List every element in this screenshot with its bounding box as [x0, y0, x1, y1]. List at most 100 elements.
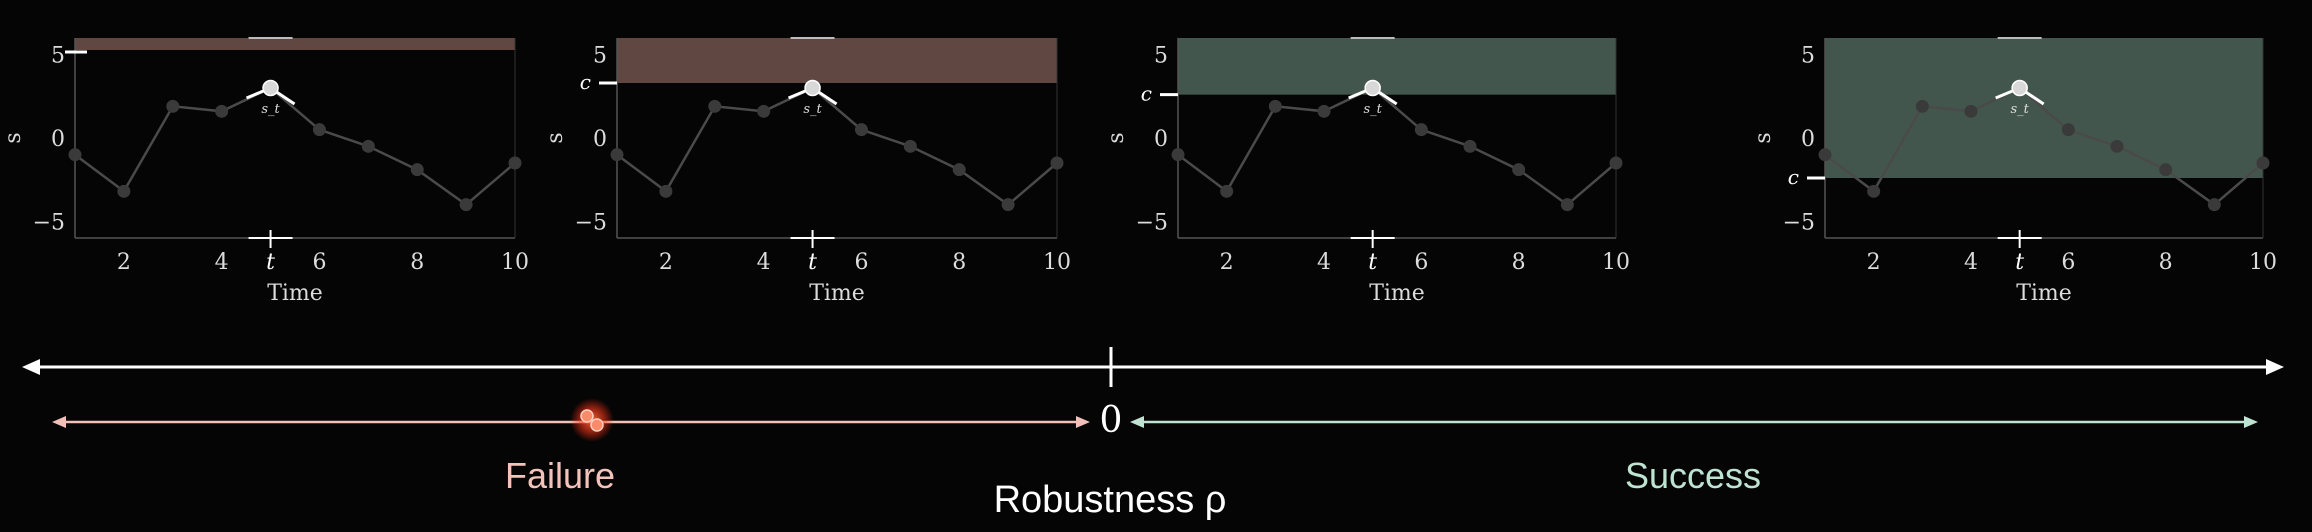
- data-point: [1463, 139, 1477, 153]
- threshold-band: [617, 38, 1057, 83]
- data-point: [508, 156, 522, 170]
- x-axis-label: Time: [809, 281, 865, 306]
- threshold-band: [1178, 38, 1616, 95]
- t-label: t: [1368, 250, 1377, 275]
- highlighted-point: [804, 79, 821, 97]
- point-label: s_t: [2010, 102, 2029, 117]
- data-point: [410, 163, 424, 177]
- data-point: [2256, 156, 2270, 170]
- data-point: [1512, 163, 1526, 177]
- axis-right-arrowhead: [2266, 359, 2284, 375]
- x-tick-label: 6: [1414, 250, 1428, 275]
- failure-label: Failure: [505, 455, 615, 496]
- data-point: [903, 139, 917, 153]
- data-point: [361, 139, 375, 153]
- x-tick-label: 6: [854, 250, 868, 275]
- data-point: [1220, 184, 1234, 198]
- data-point: [952, 163, 966, 177]
- data-point: [1414, 123, 1428, 137]
- data-point: [2061, 123, 2075, 137]
- t-label: t: [808, 250, 817, 275]
- data-point: [2110, 139, 2124, 153]
- y-axis-label: s: [543, 132, 568, 143]
- threshold-label: c: [1788, 165, 1799, 189]
- data-point: [757, 104, 771, 118]
- x-tick-label: 10: [501, 250, 529, 275]
- threshold-label: c: [580, 70, 591, 94]
- y-axis-label: s: [1, 132, 26, 143]
- data-point: [1001, 198, 1015, 212]
- data-point: [659, 184, 673, 198]
- chart-panels: s_t 2 4 6 8 10 t −5 0 5 s Time s_t 2 4 6 8 10 t 5 0 −5 c s Time s…: [1, 37, 2277, 306]
- y-tick-label: 5: [593, 44, 607, 69]
- data-point: [1915, 99, 1929, 113]
- t-label: t: [2015, 250, 2024, 275]
- y-tick-label: −5: [1783, 210, 1815, 235]
- success-label: Success: [1625, 455, 1761, 496]
- x-tick-label: 6: [2061, 250, 2075, 275]
- data-point: [1609, 156, 1623, 170]
- x-tick-label: 4: [757, 250, 771, 275]
- x-tick-label: 10: [1043, 250, 1071, 275]
- data-point: [166, 99, 180, 113]
- x-tick-label: 2: [1220, 250, 1234, 275]
- threshold-band: [75, 38, 515, 50]
- t-label: t: [266, 250, 275, 275]
- data-point: [854, 123, 868, 137]
- data-point: [1560, 198, 1574, 212]
- x-tick-label: 10: [1602, 250, 1630, 275]
- series-line: [1824, 86, 2264, 207]
- x-tick-label: 8: [2159, 250, 2173, 275]
- series-line: [74, 86, 516, 207]
- robustness-axis: [22, 347, 2284, 387]
- y-tick-label: 0: [51, 127, 65, 152]
- failure-arrow-left-head: [52, 416, 66, 428]
- x-tick-label: 4: [1317, 250, 1331, 275]
- x-axis-label: Time: [2016, 281, 2072, 306]
- robustness-marker: [570, 398, 614, 442]
- threshold-label: c: [1141, 82, 1152, 106]
- chart-panel-2: s_t 2 4 6 8 10 t 5 0 −5 c s Time: [543, 37, 1071, 306]
- highlighted-point: [262, 79, 279, 97]
- data-point: [215, 104, 229, 118]
- axis-left-arrowhead: [22, 359, 40, 375]
- highlighted-point: [1364, 79, 1381, 97]
- data-point: [1317, 104, 1331, 118]
- y-tick-label: 5: [51, 44, 65, 69]
- x-tick-label: 8: [1512, 250, 1526, 275]
- data-point: [1050, 156, 1064, 170]
- y-axis-label: s: [1751, 132, 1776, 143]
- data-point: [312, 123, 326, 137]
- data-point: [1964, 104, 1978, 118]
- data-point: [1171, 148, 1185, 162]
- data-point: [1268, 99, 1282, 113]
- data-point: [2159, 163, 2173, 177]
- y-tick-label: 0: [1154, 127, 1168, 152]
- success-arrow-right-head: [2244, 416, 2258, 428]
- data-point: [1867, 184, 1881, 198]
- x-tick-label: 10: [2249, 250, 2277, 275]
- data-point: [68, 148, 82, 162]
- success-arrow-left-head: [1130, 416, 1144, 428]
- y-tick-label: 0: [593, 127, 607, 152]
- data-point: [2207, 198, 2221, 212]
- success-range-arrow: [1130, 416, 2258, 428]
- chart-panel-4: s_t 2 4 6 8 10 t 5 0 −5 c s Time: [1751, 37, 2277, 306]
- marker-point-b: [590, 418, 604, 432]
- data-point: [708, 99, 722, 113]
- failure-arrow-right-head: [1076, 416, 1090, 428]
- data-point: [459, 198, 473, 212]
- x-axis-label: Time: [1369, 281, 1425, 306]
- data-point: [117, 184, 131, 198]
- y-tick-label: −5: [1136, 210, 1168, 235]
- y-tick-label: −5: [575, 210, 607, 235]
- x-tick-label: 2: [1867, 250, 1881, 275]
- x-tick-label: 2: [117, 250, 131, 275]
- point-label: s_t: [1363, 102, 1382, 117]
- chart-panel-3: s_t 2 4 6 8 10 t 5 0 −5 c s Time: [1104, 37, 1630, 306]
- y-tick-label: 0: [1801, 127, 1815, 152]
- x-tick-label: 4: [215, 250, 229, 275]
- y-tick-label: 5: [1154, 44, 1168, 69]
- point-label: s_t: [803, 102, 822, 117]
